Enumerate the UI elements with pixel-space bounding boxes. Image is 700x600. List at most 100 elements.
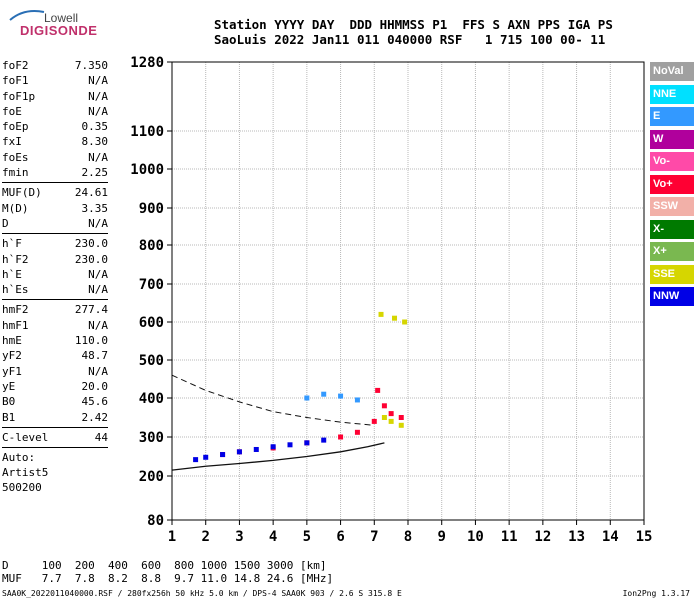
param-name: foEs <box>2 150 29 164</box>
legend-item: NNE <box>650 84 694 104</box>
param-name: h`F <box>2 237 22 251</box>
param-value: 3.35 <box>81 201 109 215</box>
params-separator <box>2 233 108 235</box>
param-value: 8.30 <box>81 135 109 149</box>
x-tick-label: 6 <box>336 529 344 545</box>
x-tick-label: 13 <box>568 529 585 545</box>
params-separator <box>2 299 108 301</box>
param-row: h`F 230.0 <box>2 236 108 251</box>
trace-point <box>338 393 344 399</box>
trace-point <box>338 434 344 440</box>
trace-point <box>321 437 327 443</box>
param-name: yF1 <box>2 364 22 378</box>
y-tick-label: 300 <box>139 430 164 446</box>
param-row: yF2 48.7 <box>2 348 108 363</box>
param-row: hmF2 277.4 <box>2 302 108 317</box>
trace-point <box>375 387 381 393</box>
param-name: foEp <box>2 120 29 134</box>
param-value: 48.7 <box>81 349 109 363</box>
param-name: C-level <box>2 430 49 444</box>
polarization-legend: NoVal NNE E W Vo- Vo+ SSW X- X+ SSE NNW <box>650 62 694 310</box>
file-info: SAA0K_2022011040000.RSF / 280fx256h 50 k… <box>2 589 402 598</box>
trace-point <box>354 397 360 403</box>
param-row: MUF(D) 24.61 <box>2 185 108 200</box>
x-tick-label: 7 <box>370 529 378 545</box>
trace-point <box>354 429 360 435</box>
x-tick-label: 1 <box>168 529 176 545</box>
software-version: Ion2Png 1.3.17 <box>622 589 690 598</box>
trace-point <box>321 391 327 397</box>
param-value: 230.0 <box>74 252 108 266</box>
y-tick-label: 800 <box>139 238 164 254</box>
param-name: B1 <box>2 410 16 424</box>
param-row: h`E N/A <box>2 267 108 282</box>
param-name: hmF1 <box>2 318 29 332</box>
auto-label: Auto: <box>2 451 36 465</box>
param-row: foF1p N/A <box>2 89 108 104</box>
param-row: foF2 7.350 <box>2 58 108 73</box>
params-separator <box>2 426 108 428</box>
param-value: 24.61 <box>74 186 108 200</box>
param-value: N/A <box>88 216 108 230</box>
y-tick-label: 600 <box>139 315 164 331</box>
logo-swoosh-icon <box>9 10 45 21</box>
y-tick-label: 1100 <box>130 124 164 140</box>
param-name: foF2 <box>2 59 29 72</box>
param-name: fxI <box>2 135 22 149</box>
trace-point <box>392 315 398 321</box>
trace-point <box>193 457 199 463</box>
profile-curve <box>171 442 385 471</box>
trace-point <box>378 311 384 317</box>
x-tick-label: 15 <box>636 529 653 545</box>
x-axis-ticks: 1 2 3 4 5 6 7 8 9 10 11 12 13 14 15 <box>168 520 653 545</box>
header-line1: Station YYYY DAY DDD HHMMSS P1 FFS S AXN… <box>214 17 613 32</box>
param-row: B1 2.42 <box>2 410 108 425</box>
auto-version: 500200 <box>2 481 42 495</box>
param-value: 20.0 <box>81 379 109 393</box>
legend-item: NNW <box>650 287 694 306</box>
param-row: D N/A <box>2 216 108 231</box>
param-name: h`F2 <box>2 252 29 266</box>
param-value: N/A <box>88 318 108 332</box>
trace-point <box>398 422 404 428</box>
param-value: 2.42 <box>81 410 109 424</box>
logo-line1: Lowell <box>44 11 79 25</box>
chart-traces <box>193 311 408 463</box>
x-tick-label: 12 <box>534 529 551 545</box>
x-tick-label: 11 <box>501 529 518 545</box>
param-row: B0 45.6 <box>2 394 108 409</box>
lowell-digisonde-logo: Lowell DIGISONDE <box>6 6 116 44</box>
param-row: foE N/A <box>2 104 108 119</box>
param-value: N/A <box>88 283 108 297</box>
param-row: hmF1 N/A <box>2 318 108 333</box>
param-name: foF1 <box>2 74 29 88</box>
x-tick-label: 10 <box>467 529 484 545</box>
param-name: hmF2 <box>2 303 29 317</box>
y-tick-label: 400 <box>139 391 164 407</box>
y-tick-label: 500 <box>139 353 164 369</box>
param-value: 44 <box>94 430 108 444</box>
trace-point <box>381 403 387 409</box>
y-tick-label: 1000 <box>130 162 164 178</box>
x-tick-label: 8 <box>404 529 412 545</box>
param-row: foF1 N/A <box>2 73 108 88</box>
param-row: fmin 2.25 <box>2 165 108 180</box>
param-name: M(D) <box>2 201 29 215</box>
param-row: M(D) 3.35 <box>2 201 108 216</box>
trace-point <box>381 415 387 420</box>
x-tick-label: 3 <box>235 529 243 545</box>
param-name: fmin <box>2 166 29 180</box>
x-tick-label: 5 <box>303 529 311 545</box>
param-value: N/A <box>88 104 108 118</box>
trace-point <box>304 395 310 401</box>
param-value: N/A <box>88 150 108 164</box>
legend-item: SSE <box>650 264 694 284</box>
param-value: 277.4 <box>74 303 108 317</box>
muf-distance-row: D 100 200 400 600 800 1000 1500 3000 [km… <box>2 559 327 572</box>
chart-curves <box>171 374 385 471</box>
param-name: hmE <box>2 334 22 348</box>
param-row: h`Es N/A <box>2 282 108 297</box>
param-row: foEp 0.35 <box>2 119 108 134</box>
y-axis-ticks: 80 200 300 400 500 600 700 800 900 1000 1100 1280 <box>130 55 172 529</box>
